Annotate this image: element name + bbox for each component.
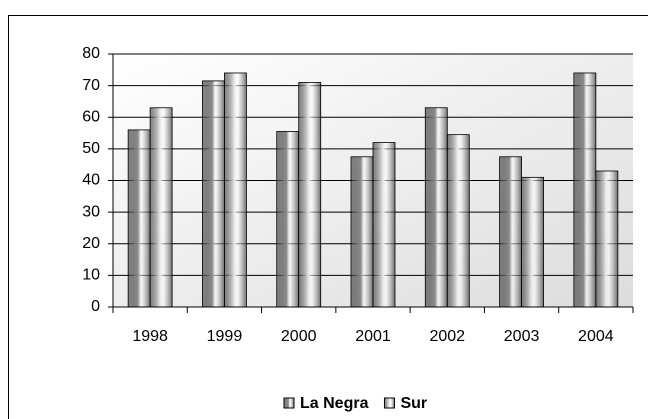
bar — [276, 131, 300, 308]
bar — [298, 82, 322, 308]
bar — [499, 156, 522, 308]
y-tick-label: 30 — [82, 203, 100, 220]
legend-label: Sur — [400, 395, 427, 412]
bar — [372, 142, 396, 308]
x-tick-label: 2000 — [281, 328, 317, 345]
bar — [521, 176, 544, 308]
x-tick-label: 2002 — [429, 328, 465, 345]
bar — [202, 80, 225, 308]
y-tick-label: 60 — [82, 108, 100, 125]
bar — [224, 72, 247, 308]
x-tick-label: 1998 — [132, 328, 168, 345]
legend-label: La Negra — [300, 395, 369, 412]
y-tick-label: 50 — [82, 140, 100, 157]
x-tick-label: 2003 — [504, 328, 540, 345]
bar — [149, 107, 173, 308]
bar — [595, 170, 619, 308]
legend: La Negra Sur — [283, 395, 427, 412]
y-tick-label: 80 — [82, 45, 100, 62]
x-tick-label: 2001 — [355, 328, 391, 345]
bar — [424, 107, 448, 308]
y-tick-label: 70 — [82, 77, 100, 94]
bar — [446, 134, 470, 308]
y-tick-label: 40 — [82, 172, 100, 189]
y-tick-label: 20 — [82, 235, 100, 252]
bar — [127, 129, 151, 308]
x-tick-label: 1999 — [207, 328, 243, 345]
y-tick-label: 10 — [82, 267, 100, 284]
bar — [573, 72, 597, 308]
y-tick-label: 0 — [91, 298, 100, 315]
legend-swatch — [383, 397, 395, 409]
x-tick-label: 2004 — [578, 328, 614, 345]
legend-swatch — [283, 397, 295, 409]
bar — [350, 156, 374, 308]
